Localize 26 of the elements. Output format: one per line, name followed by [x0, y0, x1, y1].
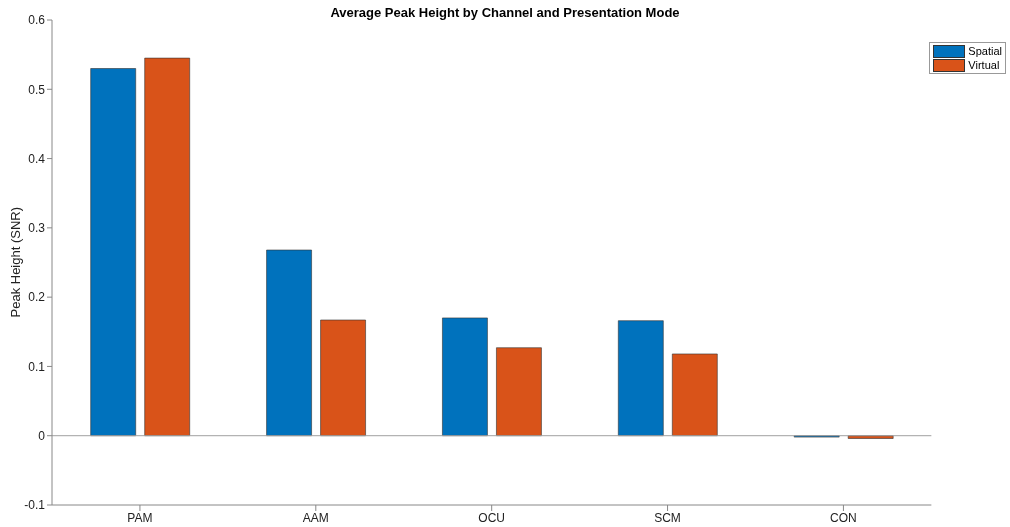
bar — [266, 249, 312, 437]
x-tick-label: PAM — [127, 510, 153, 525]
bar — [320, 319, 366, 437]
bar — [90, 68, 136, 437]
y-tick-label: 0.3 — [28, 221, 46, 236]
chart-title: Average Peak Height by Channel and Presentation Mode — [330, 5, 680, 20]
y-tick-label: 0.4 — [28, 151, 46, 166]
bar — [847, 435, 894, 439]
x-tick-label: AAM — [302, 510, 329, 525]
legend-label: Virtual — [968, 58, 1000, 72]
y-tick-label: 0.6 — [28, 13, 46, 28]
bar — [442, 317, 488, 437]
y-tick-label: 0.2 — [28, 290, 46, 305]
y-axis-title: Peak Height (SNR) — [7, 206, 23, 318]
y-tick-label: 0.1 — [28, 359, 46, 374]
y-tick-label: -0.1 — [24, 498, 46, 513]
x-tick-label: OCU — [478, 510, 506, 525]
bar — [618, 320, 664, 437]
bar — [672, 353, 718, 437]
x-tick-label: CON — [830, 510, 857, 525]
legend-label: Spatial — [968, 44, 1002, 58]
y-tick-label: 0.5 — [28, 82, 46, 97]
x-tick-label: SCM — [654, 510, 681, 525]
y-tick-label: 0 — [38, 428, 46, 443]
bar — [496, 347, 542, 437]
bar — [144, 57, 190, 437]
